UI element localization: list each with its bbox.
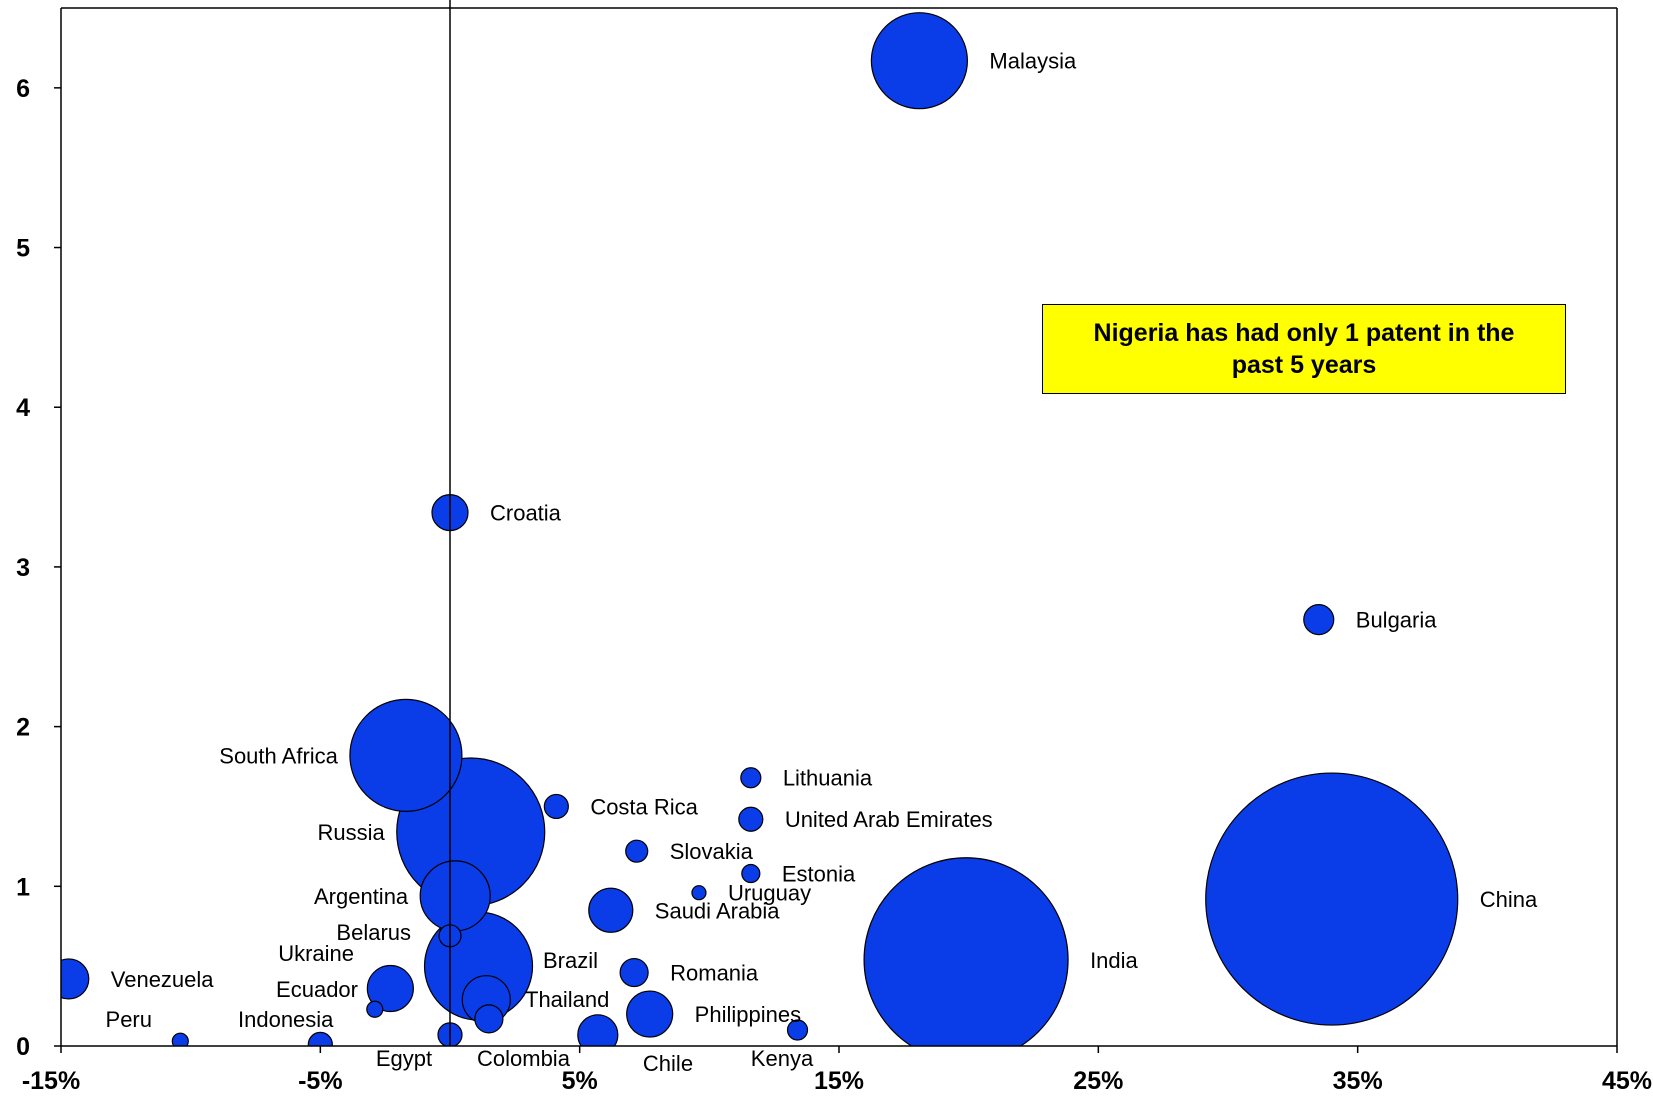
bubble-saudi-arabia (588, 887, 634, 933)
bubble-romania (619, 957, 649, 988)
annotation-text: Nigeria has had only 1 patent in the pas… (1093, 319, 1515, 379)
label-thailand: Thailand (525, 987, 609, 1012)
bubble-ecuador (366, 1000, 384, 1018)
bubble-lithuania (740, 767, 762, 789)
label-saudi-arabia: Saudi Arabia (655, 898, 781, 923)
bubble-labels-layer: Malaysia Croatia Bulgaria South Africa Lithu… (106, 49, 1538, 1076)
y-tick-label: 3 (16, 554, 30, 582)
label-slovakia: Slovakia (670, 839, 754, 864)
label-philippines: Philippines (695, 1002, 801, 1027)
bubble-india (863, 857, 1069, 1046)
y-tick-label: 0 (16, 1033, 30, 1061)
label-colombia: Colombia (477, 1046, 571, 1071)
bubble-indonesia (474, 1004, 504, 1034)
label-united-arab-emirates: United Arab Emirates (785, 807, 993, 832)
y-tick-label: 2 (16, 714, 30, 742)
label-indonesia: Indonesia (238, 1007, 334, 1032)
bubble-bulgaria (1303, 604, 1335, 636)
x-tick-label: -5% (298, 1067, 342, 1095)
label-malaysia: Malaysia (989, 49, 1077, 74)
bubble-malaysia (870, 12, 968, 110)
label-south-africa: South Africa (219, 743, 338, 768)
label-belarus: Belarus (336, 920, 411, 945)
label-peru: Peru (106, 1007, 152, 1032)
bubble-argentina (419, 860, 491, 932)
bubble-estonia (741, 863, 761, 884)
y-tick-label: 5 (16, 235, 30, 263)
label-ecuador: Ecuador (276, 977, 358, 1002)
axes-layer: 0 1 2 3 4 5 6 -15% -5% 5% 15% 25% 35% 45% (16, 0, 1652, 1095)
bubble-kenya (786, 1019, 809, 1041)
y-tick-label: 6 (16, 75, 30, 103)
bubble-slovakia (625, 839, 649, 863)
x-tick-label: 45% (1602, 1067, 1652, 1095)
label-kenya: Kenya (751, 1046, 814, 1071)
bubble-uruguay (691, 885, 707, 901)
bubble-south-africa (349, 698, 463, 812)
x-tick-label: 5% (562, 1067, 598, 1095)
label-egypt: Egypt (376, 1046, 432, 1071)
bubbles-layer (61, 12, 1459, 1046)
label-argentina: Argentina (314, 884, 409, 909)
label-china: China (1480, 887, 1538, 912)
x-tick-label: 25% (1073, 1067, 1123, 1095)
label-brazil: Brazil (543, 948, 598, 973)
label-costa-rica: Costa Rica (590, 794, 698, 819)
label-chile: Chile (643, 1051, 693, 1076)
label-estonia: Estonia (782, 862, 856, 887)
label-romania: Romania (670, 961, 759, 986)
annotation-box: Nigeria has had only 1 patent in the pas… (1042, 304, 1566, 394)
label-india: India (1090, 948, 1138, 973)
label-ukraine: Ukraine (278, 941, 354, 966)
bubble-venezuela (61, 958, 90, 1000)
label-bulgaria: Bulgaria (1356, 608, 1437, 633)
bubble-costa-rica (543, 793, 569, 820)
x-tick-label: -15% (22, 1067, 80, 1095)
bubble-peru (171, 1032, 189, 1046)
label-uruguay: Uruguay (728, 881, 811, 906)
bubble-china (1205, 772, 1459, 1026)
bubble-philippines (626, 990, 674, 1038)
y-tick-label: 4 (16, 394, 30, 422)
bubble-ukraine (366, 964, 414, 1013)
label-russia: Russia (317, 820, 385, 845)
bubble-colombia (307, 1031, 333, 1046)
label-croatia: Croatia (490, 501, 562, 526)
bubble-chile (577, 1014, 619, 1046)
x-tick-label: 35% (1333, 1067, 1383, 1095)
bubble-united-arab-emirates (738, 806, 764, 832)
x-tick-label: 15% (814, 1067, 864, 1095)
label-lithuania: Lithuania (783, 766, 873, 791)
y-tick-label: 1 (16, 873, 30, 901)
label-venezuela: Venezuela (111, 967, 215, 992)
